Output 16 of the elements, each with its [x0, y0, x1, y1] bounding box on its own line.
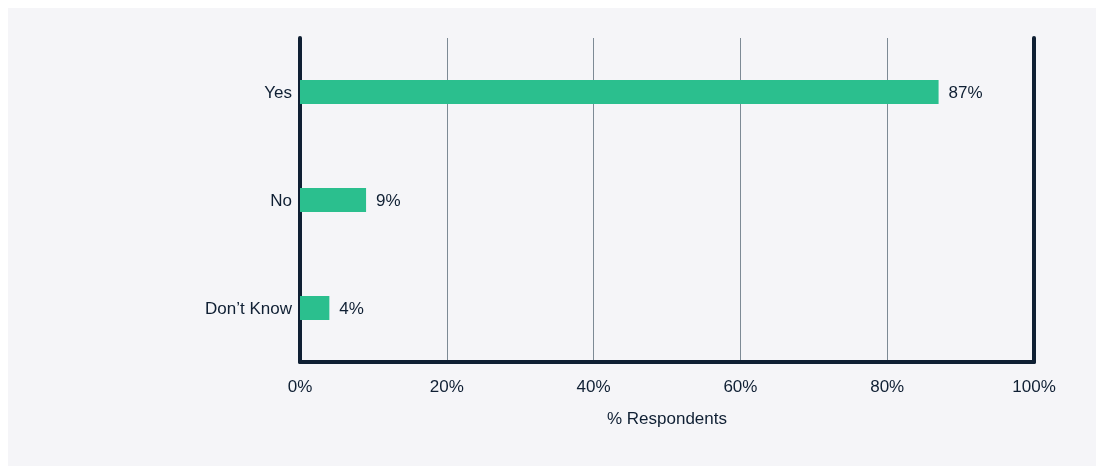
y-tick-label: Don’t Know: [205, 298, 293, 318]
x-tick-label: 80%: [870, 377, 905, 396]
bar: [300, 188, 367, 212]
bar: [300, 296, 330, 320]
y-tick-label: No: [270, 190, 292, 210]
bar: [300, 80, 939, 104]
x-tick-label: 0%: [287, 377, 313, 396]
x-tick-label: 40%: [576, 377, 611, 396]
x-tick-label: 20%: [429, 377, 464, 396]
data-label: 87%: [948, 82, 983, 102]
x-tick-label: 60%: [723, 377, 758, 396]
data-label: 9%: [376, 190, 401, 210]
data-label: 4%: [339, 298, 364, 318]
y-tick-label: Yes: [264, 82, 292, 102]
x-axis-title: % Respondents: [606, 409, 728, 428]
x-tick-label: 100%: [1012, 377, 1056, 396]
